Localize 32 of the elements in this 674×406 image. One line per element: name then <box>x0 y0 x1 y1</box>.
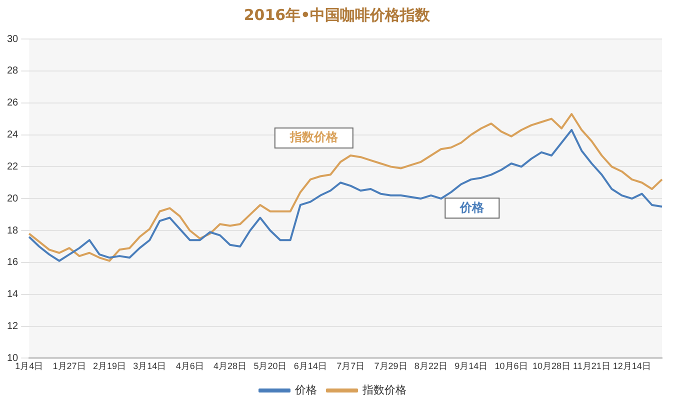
y-tick-label: 30 <box>7 34 19 45</box>
y-tick-label: 10 <box>7 352 19 364</box>
y-tick-label: 28 <box>7 66 19 77</box>
x-tick-label: 6月14日 <box>294 361 327 372</box>
y-tick-label: 16 <box>7 257 19 268</box>
x-tick-label: 1月27日 <box>52 361 86 372</box>
x-tick-label: 1月4日 <box>15 361 44 372</box>
y-tick-label: 24 <box>7 130 19 141</box>
y-tick-label: 26 <box>7 98 19 109</box>
x-tick-label: 8月22日 <box>414 361 448 372</box>
x-tick-label: 7月29日 <box>374 361 408 372</box>
y-tick-label: 12 <box>7 321 19 332</box>
legend-label: 价格 <box>294 384 317 397</box>
x-tick-label: 2月19日 <box>92 361 126 372</box>
x-tick-label: 10月6日 <box>494 361 528 372</box>
y-tick-label: 20 <box>7 193 19 204</box>
annotation: 价格 <box>459 200 486 214</box>
x-tick-label: 12月14日 <box>612 361 651 372</box>
chart-title: 2016年•中国咖啡价格指数 <box>242 6 432 25</box>
x-tick-label: 3月14日 <box>133 361 166 372</box>
legend-label: 指数价格 <box>362 384 406 397</box>
annotation: 指数价格 <box>288 130 339 144</box>
x-tick-label: 10月28日 <box>532 361 571 372</box>
y-tick-label: 18 <box>7 225 19 236</box>
x-tick-label: 5月20日 <box>254 361 287 372</box>
x-tick-label: 9月14日 <box>454 361 488 372</box>
x-tick-label: 7月7日 <box>336 361 365 372</box>
x-tick-label: 4月6日 <box>176 361 204 372</box>
y-tick-label: 14 <box>7 289 19 300</box>
x-tick-label: 4月28日 <box>214 361 247 372</box>
x-tick-label: 11月21日 <box>573 361 610 372</box>
y-tick-label: 22 <box>7 161 19 172</box>
